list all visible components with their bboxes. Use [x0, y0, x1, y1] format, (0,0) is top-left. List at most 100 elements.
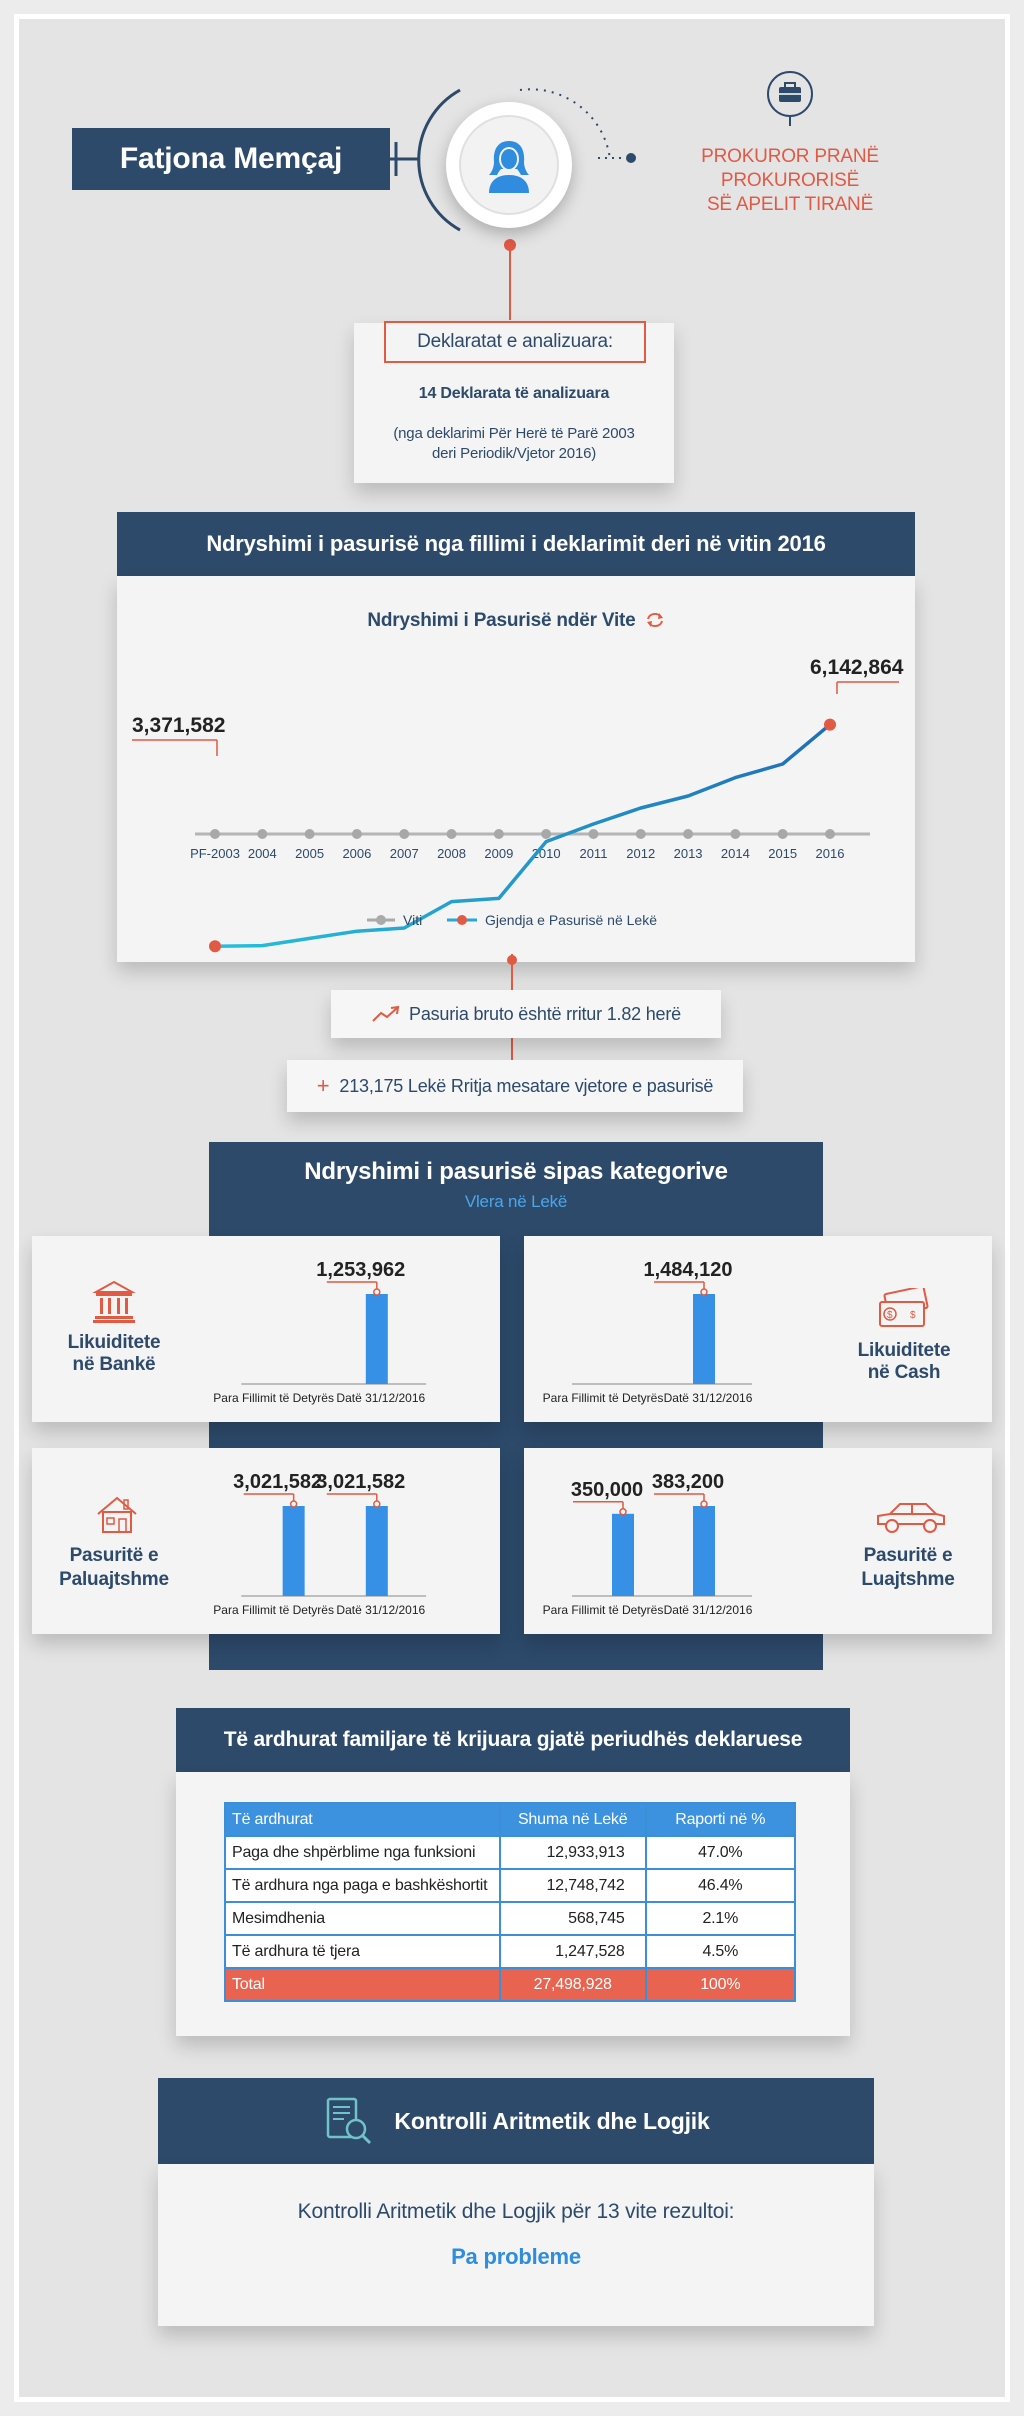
immovable-label-1: Pasuritë e — [69, 1545, 159, 1566]
bar-category-label: Para Fillimit të Detyrës — [213, 1391, 334, 1405]
movable-label-2: Luajtshme — [861, 1569, 955, 1590]
categories-title: Ndryshimi i pasurisë sipas kategorive — [304, 1158, 728, 1185]
end-value-label: 6,142,864 — [810, 656, 904, 679]
x-tick-label: 2012 — [626, 846, 655, 861]
wealth-series-line — [214, 723, 832, 949]
wealth-section-title-text: Ndryshimi i pasurisë nga fillimi i dekla… — [206, 531, 826, 556]
total-percent: 100% — [644, 1967, 797, 2002]
person-icon — [489, 141, 529, 193]
x-tick-label: PF-2003 — [190, 846, 240, 861]
row-amount: 1,247,528 — [498, 1934, 647, 1969]
wealth-chart-title: Ndryshimi i Pasurisë ndër Vite — [117, 610, 915, 632]
x-axis-dot — [730, 829, 741, 839]
x-tick-label: 2004 — [248, 846, 277, 861]
row-amount: 12,748,742 — [498, 1868, 647, 1903]
bar-callout-dot — [289, 1500, 298, 1508]
x-axis-dot — [635, 829, 646, 839]
role-line-1: PROKUROR PRANË PROKURORISË — [701, 146, 879, 191]
x-tick-label: 2008 — [437, 846, 466, 861]
cash-card: $ $ Likuiditete në Cash Para Fillimit të… — [524, 1236, 992, 1422]
bar-value-label: 3,021,582 — [233, 1471, 322, 1493]
control-result: Pa probleme — [451, 2244, 581, 2269]
car-icon — [877, 1503, 945, 1533]
role-title: PROKUROR PRANË PROKURORISË SË APELIT TIR… — [640, 145, 940, 217]
declarations-heading-text: Deklaratat e analizuara: — [417, 331, 613, 352]
declarations-count: 14 Deklarata të analizuara — [418, 385, 610, 402]
row-percent: 2.1% — [644, 1901, 797, 1936]
bar — [365, 1506, 388, 1596]
x-axis-dot — [210, 829, 220, 839]
wealth-chart-title-text: Ndryshimi i Pasurisë ndër Vite — [367, 610, 636, 631]
avg-growth-text: 213,175 Lekë Rritja mesatare vjetore e p… — [339, 1075, 714, 1096]
cash-label: Likuiditete në Cash — [840, 1340, 968, 1384]
bar — [693, 1506, 715, 1596]
bar-category-label: Datë 31/12/2016 — [336, 1603, 425, 1617]
x-tick-label: 2015 — [768, 846, 797, 861]
income-table: Të ardhurat Shuma në Lekë Raporti në % P… — [224, 1802, 797, 2002]
end-point — [824, 718, 836, 731]
x-axis-dot — [541, 829, 552, 839]
income-table-header: Të ardhurat Shuma në Lekë Raporti në % — [224, 1802, 797, 1837]
row-label: Paga dhe shpërblime nga funksioni — [224, 1835, 501, 1870]
bank-card: Likuiditete në Bankë Para Fillimit të De… — [32, 1236, 500, 1422]
bar-category-label: Para Fillimit të Detyrës — [213, 1603, 334, 1617]
control-section-title: Kontrolli Aritmetik dhe Logjik — [158, 2078, 874, 2164]
bar-callout-dot — [373, 1288, 381, 1296]
row-amount: 568,745 — [498, 1901, 647, 1936]
bar-callout-dot — [700, 1288, 708, 1296]
avatar — [446, 102, 572, 228]
row-percent: 4.5% — [644, 1934, 797, 1969]
bar-category-label: Para Fillimit të Detyrës — [543, 1603, 664, 1617]
legend-wealth-label: Gjendja e Pasurisë në Lekë — [485, 912, 657, 928]
x-tick-label: 2009 — [484, 846, 513, 861]
x-axis-dot — [777, 829, 788, 839]
trend-up-icon — [372, 1005, 400, 1022]
row-label: Mesimdhenia — [224, 1901, 501, 1936]
immovable-label-2: Paluajtshme — [59, 1569, 169, 1590]
wealth-chart-card: Ndryshimi i Pasurisë ndër Vite PF-2003 20… — [117, 576, 915, 962]
start-point — [209, 940, 221, 953]
categories-title-block: Ndryshimi i pasurisë sipas kategorive Vl… — [209, 1158, 823, 1212]
x-tick-label: 2011 — [579, 846, 607, 861]
cash-label-1: Likuiditete — [857, 1340, 951, 1361]
avatar-inner — [459, 115, 559, 215]
x-axis-dot — [399, 829, 410, 839]
bar-value-label: 1,484,120 — [644, 1259, 733, 1281]
wealth-section-title: Ndryshimi i pasurisë nga fillimi i dekla… — [117, 512, 915, 576]
movable-card: Pasuritë e Luajtshme 350,000 Para Fillimi… — [524, 1448, 992, 1634]
table-row: Të ardhura nga paga e bashkëshortit 12,7… — [224, 1868, 797, 1903]
row-label: Të ardhura nga paga e bashkëshortit — [224, 1868, 501, 1903]
profile-name: Fatjona Memçaj — [119, 142, 343, 175]
bank-bar-chart: Para Fillimit të Detyrës 1,253,962 Datë 31… — [213, 1259, 427, 1405]
cash-icon: $ $ — [879, 1288, 929, 1327]
bar — [365, 1294, 388, 1384]
income-card: Të ardhurat Shuma në Lekë Raporti në % P… — [176, 1772, 850, 2036]
bar — [693, 1294, 715, 1384]
cash-bar-chart: Para Fillimit të Detyrës 1,484,120 Datë 31… — [543, 1259, 753, 1405]
document-search-icon — [327, 2097, 372, 2145]
row-amount: 12,933,913 — [498, 1835, 647, 1870]
row-label: Të ardhura të tjera — [224, 1934, 501, 1969]
bar-category-label: Para Fillimit të Detyrës — [543, 1391, 664, 1405]
x-axis-dot — [304, 829, 315, 839]
x-tick-label: 2005 — [295, 846, 324, 861]
x-tick-label: 2013 — [674, 846, 703, 861]
income-section-title-text: Të ardhurat familjare të krijuara gjatë … — [223, 1728, 803, 1751]
immovable-card: Pasuritë e Paluajtshme 3,021,582 Para Fil… — [32, 1448, 500, 1634]
start-value-label: 3,371,582 — [132, 714, 225, 737]
immovable-label: Pasuritë e Paluajtshme — [46, 1544, 182, 1592]
table-row: Mesimdhenia 568,745 2.1% — [224, 1901, 797, 1936]
bar-callout-dot — [619, 1508, 627, 1516]
row-percent: 47.0% — [644, 1835, 797, 1870]
header-income: Të ardhurat — [224, 1802, 501, 1837]
bank-label-2: në Bankë — [72, 1354, 156, 1375]
refresh-icon — [646, 613, 663, 627]
bar-value-label: 350,000 — [571, 1479, 643, 1501]
legend-wealth-dot — [457, 915, 467, 925]
svg-text:$: $ — [887, 1310, 893, 1321]
total-label: Total — [224, 1967, 501, 2002]
control-card: Kontrolli Aritmetik dhe Logjik për 13 vi… — [158, 2164, 874, 2326]
bar-value-label: 383,200 — [652, 1471, 724, 1493]
bar-callout-dot — [700, 1500, 708, 1508]
table-row: Paga dhe shpërblime nga funksioni 12,933… — [224, 1835, 797, 1870]
